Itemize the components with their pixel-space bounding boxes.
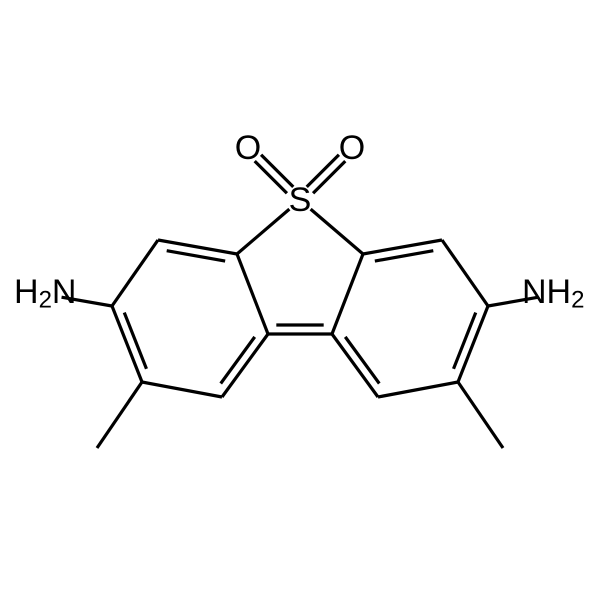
- atom-label-O1: O: [235, 129, 261, 167]
- bond-line: [222, 334, 268, 397]
- bond-line: [311, 209, 363, 254]
- bond-line: [442, 240, 488, 306]
- atom-label-N1: H2N: [14, 273, 76, 313]
- bond-line: [167, 251, 225, 261]
- bond-line: [378, 382, 458, 397]
- bond-line: [375, 251, 433, 261]
- bond-line: [454, 313, 476, 369]
- bond-line: [97, 382, 142, 448]
- molecule-diagram: SO O H2N NH2: [0, 0, 600, 600]
- bond-line: [237, 209, 289, 254]
- bond-line: [112, 240, 158, 306]
- atom-label-S: S: [289, 181, 312, 219]
- bond-line: [332, 334, 378, 397]
- atom-label-O2: O: [339, 129, 365, 167]
- bond-line: [124, 313, 146, 369]
- atom-label-N2: NH2: [522, 273, 584, 313]
- bond-line: [237, 254, 268, 334]
- bond-line: [142, 382, 222, 397]
- bond-line: [458, 382, 503, 448]
- bond-line: [332, 254, 363, 334]
